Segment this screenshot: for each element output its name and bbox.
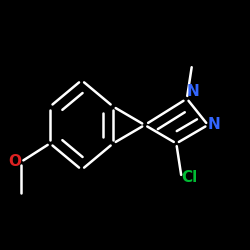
Text: N: N [187, 84, 200, 99]
Text: O: O [8, 154, 21, 169]
Text: Cl: Cl [182, 170, 198, 185]
Text: N: N [208, 118, 221, 132]
